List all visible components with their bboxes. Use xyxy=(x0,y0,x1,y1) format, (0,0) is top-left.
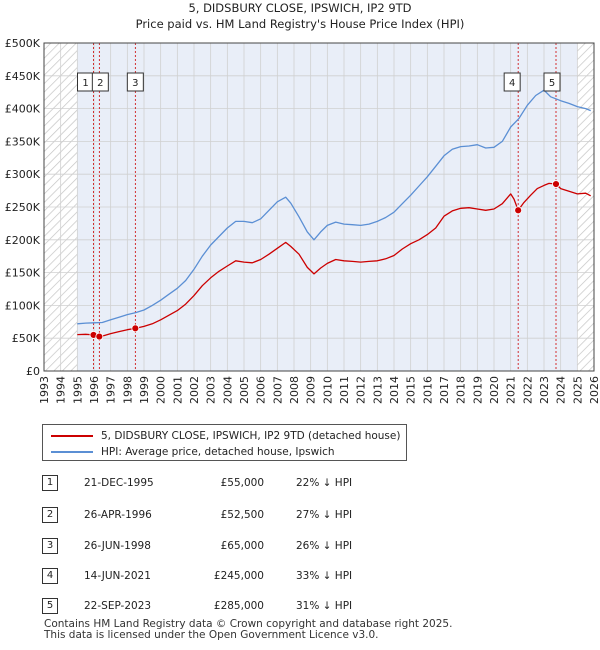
y-tick-label: £450K xyxy=(5,70,41,83)
sale-hpi-delta: 26% ↓ HPI xyxy=(296,540,353,552)
sale-number-badge: 2 xyxy=(42,507,58,523)
sale-price: £55,000 xyxy=(220,477,264,489)
sale-number-label: 5 xyxy=(549,78,555,89)
sale-date: 26-JUN-1998 xyxy=(84,540,151,552)
sale-number-badge: 1 xyxy=(42,475,58,491)
x-tick-label: 2008 xyxy=(288,376,301,404)
x-tick-label: 2022 xyxy=(521,376,534,404)
sale-hpi-delta: 31% ↓ HPI xyxy=(296,600,353,612)
x-tick-label: 1998 xyxy=(121,376,134,404)
table-row: 1 21-DEC-1995 £55,000 22% ↓ HPI xyxy=(42,473,562,493)
x-tick-label: 1993 xyxy=(38,376,51,404)
x-tick-label: 2004 xyxy=(221,376,234,404)
plot-frame xyxy=(43,42,595,372)
sale-point xyxy=(552,180,560,188)
x-tick-label: 2023 xyxy=(538,376,551,404)
x-tick-label: 2011 xyxy=(338,376,351,404)
footer-licence: This data is licensed under the Open Gov… xyxy=(44,629,379,641)
sale-number-label: 3 xyxy=(132,78,138,89)
sale-point xyxy=(131,324,140,333)
sale-point xyxy=(514,206,523,215)
x-tick-label: 2018 xyxy=(455,376,468,404)
sale-number-box xyxy=(91,72,109,92)
x-tick-label: 2010 xyxy=(321,376,334,404)
x-tick-label: 2025 xyxy=(571,376,584,404)
sale-date: 21-DEC-1995 xyxy=(84,477,154,489)
y-tick-label: £300K xyxy=(5,168,41,181)
y-tick-label: £50K xyxy=(12,332,41,345)
sale-hpi-delta: 22% ↓ HPI xyxy=(296,477,353,489)
x-tick-label: 2017 xyxy=(438,376,451,404)
sale-date: 26-APR-1996 xyxy=(84,509,152,521)
x-tick-label: 1995 xyxy=(71,376,84,404)
chart-title: 5, DIDSBURY CLOSE, IPSWICH, IP2 9TD xyxy=(188,1,411,15)
chart-legend: 5, DIDSBURY CLOSE, IPSWICH, IP2 9TD (det… xyxy=(42,424,407,461)
table-row: 2 26-APR-1996 £52,500 27% ↓ HPI xyxy=(42,505,562,525)
sale-price: £52,500 xyxy=(220,509,264,521)
table-row: 4 14-JUN-2021 £245,000 33% ↓ HPI xyxy=(42,566,562,586)
legend-label-hpi: HPI: Average price, detached house, Ipsw… xyxy=(101,446,335,458)
sale-number-label: 1 xyxy=(82,78,88,89)
sale-date: 22-SEP-2023 xyxy=(84,600,152,612)
y-tick-label: £200K xyxy=(5,234,41,247)
y-tick-label: £250K xyxy=(5,201,41,214)
sale-hpi-delta: 27% ↓ HPI xyxy=(296,509,353,521)
sale-number-badge: 4 xyxy=(42,568,58,584)
y-tick-label: £0 xyxy=(26,365,40,378)
sale-number-label: 4 xyxy=(509,78,515,89)
sale-hpi-delta: 33% ↓ HPI xyxy=(296,570,353,582)
x-tick-label: 2014 xyxy=(388,376,401,404)
chart-subtitle: Price paid vs. HM Land Registry's House … xyxy=(136,17,465,31)
legend-swatch-price xyxy=(51,435,93,437)
x-tick-label: 1994 xyxy=(55,376,68,404)
y-tick-label: £500K xyxy=(5,37,41,50)
x-tick-label: 2000 xyxy=(155,376,168,404)
x-tick-label: 2021 xyxy=(505,376,518,404)
x-tick-label: 2001 xyxy=(171,376,184,404)
price-chart: 5, DIDSBURY CLOSE, IPSWICH, IP2 9TD Price… xyxy=(5,1,600,404)
x-tick-label: 2026 xyxy=(588,376,600,404)
sale-number-box xyxy=(503,72,521,92)
x-tick-label: 2019 xyxy=(471,376,484,404)
sale-number-label: 2 xyxy=(97,78,103,89)
x-tick-label: 2009 xyxy=(305,376,318,404)
x-tick-label: 2024 xyxy=(555,376,568,404)
x-tick-label: 1999 xyxy=(138,376,151,404)
table-row: 3 26-JUN-1998 £65,000 26% ↓ HPI xyxy=(42,536,562,556)
legend-item-price: 5, DIDSBURY CLOSE, IPSWICH, IP2 9TD (det… xyxy=(51,430,400,442)
x-tick-label: 2003 xyxy=(205,376,218,404)
sale-date: 14-JUN-2021 xyxy=(84,570,151,582)
footer-attribution: Contains HM Land Registry data © Crown c… xyxy=(44,619,452,641)
sale-price: £245,000 xyxy=(213,570,264,582)
sale-point xyxy=(95,332,104,341)
x-tick-label: 2016 xyxy=(421,376,434,404)
sale-price: £285,000 xyxy=(213,600,264,612)
legend-label-price: 5, DIDSBURY CLOSE, IPSWICH, IP2 9TD (det… xyxy=(101,430,401,442)
x-tick-label: 2005 xyxy=(238,376,251,404)
sale-number-box xyxy=(543,72,561,92)
x-tick-label: 2015 xyxy=(405,376,418,404)
footer-copyright: Contains HM Land Registry data © Crown c… xyxy=(44,618,453,630)
y-tick-label: £400K xyxy=(5,103,41,116)
legend-swatch-hpi xyxy=(51,451,93,453)
legend-item-hpi: HPI: Average price, detached house, Ipsw… xyxy=(51,446,335,458)
y-tick-label: £100K xyxy=(5,299,41,312)
sale-number-badge: 3 xyxy=(42,538,58,554)
x-tick-label: 2012 xyxy=(355,376,368,404)
hpi-series-line xyxy=(77,89,591,325)
x-tick-label: 2007 xyxy=(271,376,284,404)
y-tick-label: £350K xyxy=(5,135,41,148)
sale-number-box xyxy=(126,72,144,92)
table-row: 5 22-SEP-2023 £285,000 31% ↓ HPI xyxy=(42,596,562,616)
x-tick-label: 1996 xyxy=(88,376,101,404)
x-tick-label: 2020 xyxy=(488,376,501,404)
x-tick-label: 2002 xyxy=(188,376,201,404)
x-tick-label: 2006 xyxy=(255,376,268,404)
sale-price: £65,000 xyxy=(220,540,264,552)
sale-number-badge: 5 xyxy=(42,598,58,614)
x-tick-label: 2013 xyxy=(371,376,384,404)
x-tick-label: 1997 xyxy=(105,376,118,404)
y-tick-label: £150K xyxy=(5,267,41,280)
